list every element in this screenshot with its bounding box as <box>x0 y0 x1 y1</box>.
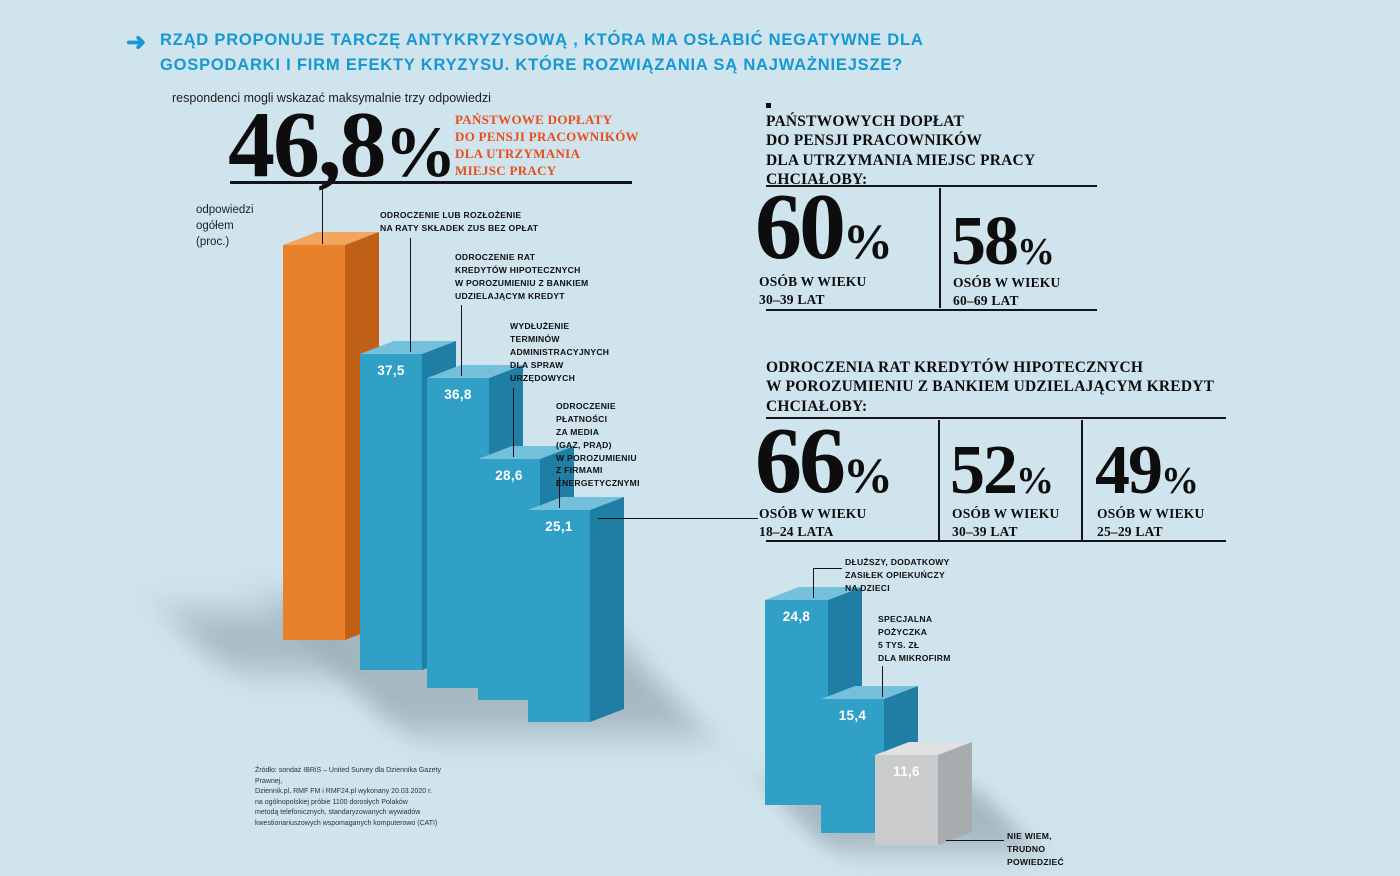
block2-stat-49-label: OSÓB W WIEKU 25–29 LAT <box>1097 506 1205 540</box>
block1-stat-58: 58% <box>951 207 1055 277</box>
axis-label: odpowiedzi ogółem (proc.) <box>196 204 254 249</box>
block2-top-rule <box>766 417 1226 419</box>
callout-childcare: DŁUŻSZY, DODATKOWY ZASIŁEK OPIEKUŃCZY NA… <box>845 557 950 593</box>
bar-childcare-benefit: 24,8 <box>765 586 862 805</box>
bar-dont-know: 11,6 <box>875 741 972 845</box>
block1-stat-58-label: OSÓB W WIEKU 60–69 LAT <box>953 275 1061 309</box>
block1-stat-60: 60% <box>755 180 893 274</box>
callout-childcare-leader-v <box>813 568 814 598</box>
stat-value: 58 <box>951 203 1019 280</box>
stat-unit: % <box>1017 231 1055 273</box>
block1-bullet <box>766 103 771 108</box>
callout-loan-leader <box>882 666 883 697</box>
block2-stat-66: 66% <box>755 414 893 508</box>
bar-value-label: 15,4 <box>838 708 867 723</box>
block2-stat-52-label: OSÓB W WIEKU 30–39 LAT <box>952 506 1060 540</box>
bar-value-label: 36,8 <box>444 387 472 402</box>
hero-label: PAŃSTWOWE DOPŁATY DO PENSJI PRACOWNIKÓW … <box>455 112 639 178</box>
stat-value: 52 <box>950 432 1018 509</box>
stat-unit: % <box>1161 460 1199 502</box>
block1-divider <box>939 188 941 308</box>
hero-underline <box>230 181 632 184</box>
block2-connector-line <box>598 518 758 519</box>
block1-stat-60-label: OSÓB W WIEKU 30–39 LAT <box>759 274 867 308</box>
hero-leader-line <box>322 184 323 244</box>
survey-note: respondenci mogli wskazać maksymalnie tr… <box>172 91 491 105</box>
stat-unit: % <box>1016 460 1054 502</box>
block2-divider-2 <box>1081 420 1083 542</box>
block2-stat-66-label: OSÓB W WIEKU 18–24 LATA <box>759 506 867 540</box>
headline: RZĄD PROPONUJE TARCZĘ ANTYKRYZYSOWĄ , KT… <box>160 31 924 74</box>
bar-state-subsidies <box>283 231 379 641</box>
stat-value: 60 <box>755 175 846 279</box>
block1-bottom-rule <box>766 309 1097 311</box>
callout-media: ODROCZENIE PŁATNOŚCI ZA MEDIA (GAZ, PRĄD… <box>556 401 640 489</box>
callout-loan: SPECJALNA POŻYCZKA 5 TYS. ZŁ DLA MIKROFI… <box>878 614 951 663</box>
bar-front-face <box>360 354 422 670</box>
stat-unit: % <box>843 447 893 503</box>
hero-percentage-value: 46,8 <box>228 93 386 197</box>
hero-percentage: 46,8% <box>228 98 457 192</box>
bar-front-face <box>528 510 590 722</box>
bar-side-face <box>938 741 972 845</box>
stat-unit: % <box>843 213 893 269</box>
bar-value-label: 25,1 <box>545 519 573 534</box>
bar-front-face <box>283 245 345 640</box>
bar-zus-deferral: 37,5 <box>360 340 456 670</box>
bar-microfirm-loan: 15,4 <box>821 685 918 833</box>
callout-mortgage: ODROCZENIE RAT KREDYTÓW HIPOTECZNYCH W P… <box>455 252 589 301</box>
block1-top-rule <box>766 185 1097 187</box>
bar-front-face <box>765 600 828 805</box>
block2-stat-52: 52% <box>950 436 1054 506</box>
hero-percentage-unit: % <box>384 112 457 192</box>
callout-admin-leader <box>513 388 514 457</box>
bar-value-label: 28,6 <box>495 468 523 483</box>
bar-value-label: 11,6 <box>893 764 920 779</box>
block1-heading: PAŃSTWOWYCH DOPŁAT DO PENSJI PRACOWNIKÓW… <box>766 113 1036 189</box>
block2-heading: ODROCZENIA RAT KREDYTÓW HIPOTECZNYCH W P… <box>766 359 1215 415</box>
callout-mortgage-leader <box>461 305 462 376</box>
stat-value: 49 <box>1095 432 1163 509</box>
block2-divider-1 <box>938 420 940 542</box>
callout-dont-know: NIE WIEM, TRUDNO POWIEDZIEĆ <box>1007 831 1064 867</box>
bar-front-face <box>821 699 884 833</box>
callout-childcare-leader-h <box>813 568 842 569</box>
bar-front-face <box>875 755 938 845</box>
source-note: Źródło: sondaż IBRiS – United Survey dla… <box>255 767 441 827</box>
bar-side-face <box>590 496 624 722</box>
block2-stat-49: 49% <box>1095 436 1199 506</box>
header-arrow-icon: ➜ <box>126 29 147 56</box>
callout-zus: ODROCZENIE LUB ROZŁOŻENIE NA RATY SKŁADE… <box>380 210 539 233</box>
callout-zus-leader <box>410 238 411 352</box>
bar-value-label: 24,8 <box>782 609 811 624</box>
bar-value-label: 37,5 <box>377 363 405 378</box>
block2-bottom-rule <box>766 540 1226 542</box>
stat-value: 66 <box>755 409 846 513</box>
callout-media-leader <box>559 477 560 508</box>
callout-admin: WYDŁUŻENIE TERMINÓW ADMINISTRACYJNYCH DL… <box>510 321 610 383</box>
bar-media-payments: 25,1 <box>528 496 624 722</box>
callout-dont-know-leader <box>946 840 1004 841</box>
